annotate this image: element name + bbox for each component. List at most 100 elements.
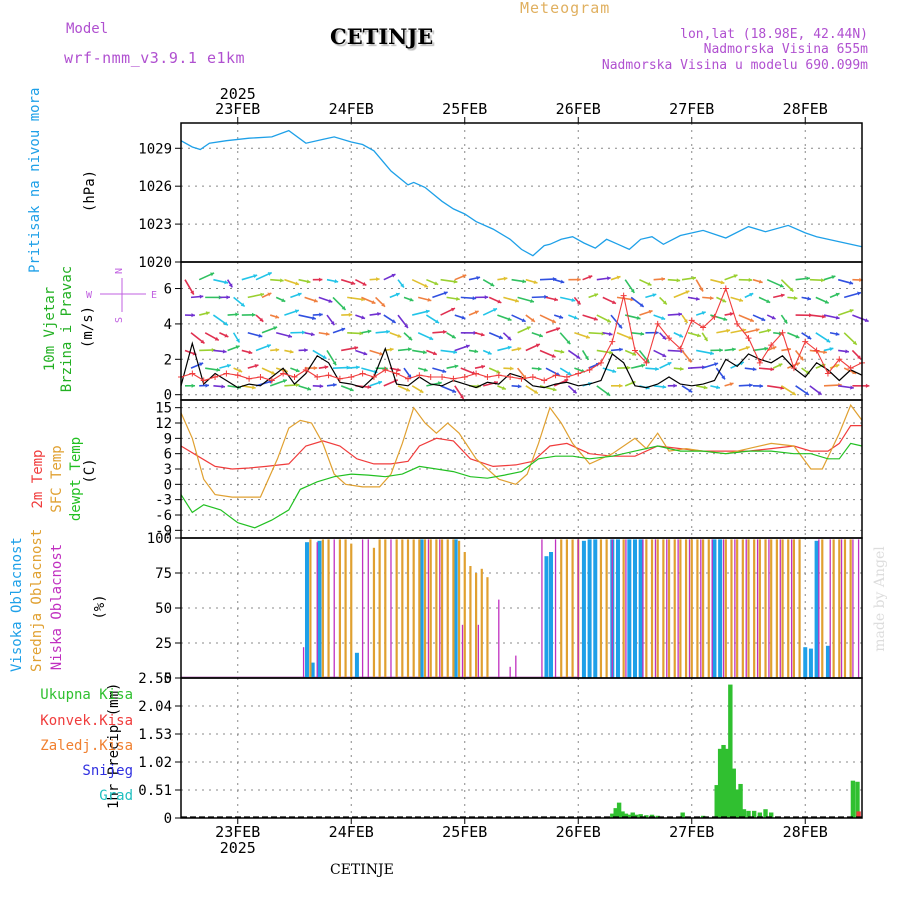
- precip-total-bar: [731, 768, 736, 818]
- wind-gust-marker: [756, 359, 763, 366]
- mid-cloud-bar: [446, 539, 449, 678]
- wind-arrow-head: [454, 364, 459, 369]
- mid-cloud-bar: [486, 577, 489, 678]
- wind-tick-label: 2: [164, 352, 172, 368]
- wind-gust-marker: [439, 374, 446, 380]
- wind-arrow-head: [322, 355, 327, 359]
- wind-arrow-head: [779, 283, 784, 288]
- precip-total-bar: [655, 815, 660, 818]
- wind-arrow-head: [319, 384, 324, 389]
- wind-arrow-head: [351, 281, 356, 285]
- wind-arrow-head: [442, 369, 447, 374]
- wind-arrow-head: [294, 309, 299, 314]
- wind-arrow-head: [780, 385, 785, 390]
- wind-arrow-head: [238, 368, 243, 373]
- wind-arrow-head: [407, 347, 412, 352]
- wind-arrow-head: [538, 333, 543, 338]
- wind-arrow-head: [199, 294, 204, 299]
- mid-cloud-bar: [781, 539, 784, 678]
- high-cloud-bar: [587, 539, 592, 678]
- wind-arrow-head: [533, 280, 538, 285]
- cloud-tick-label: 0: [164, 671, 172, 687]
- wind-arrow-head: [356, 365, 360, 370]
- wind-arrow-head: [205, 383, 209, 388]
- wind-gust-marker: [620, 292, 627, 299]
- wind-arrow-head: [594, 293, 599, 298]
- wind-arrow-head: [857, 291, 861, 296]
- mid-cloud-bar: [770, 539, 773, 678]
- mid-cloud-bar: [764, 539, 767, 678]
- wind-arrow-head: [267, 272, 272, 276]
- wind-arrow-head: [258, 333, 263, 338]
- wind-arrow-head: [235, 338, 240, 343]
- wind-arrow-head: [226, 363, 231, 368]
- mid-cloud-bar: [741, 539, 744, 678]
- precip-total-bar: [751, 810, 757, 818]
- wind-arrow-head: [759, 383, 764, 389]
- wind-arrow-head: [821, 278, 825, 283]
- cloud-tick-label: 75: [155, 566, 172, 582]
- wind-arrow-head: [289, 349, 294, 354]
- wind-arrow-head: [521, 318, 526, 322]
- wind-arrow-head: [288, 334, 292, 339]
- wind-arrow-head: [544, 294, 548, 299]
- wind-arrow-head: [348, 312, 353, 317]
- wind-arrow-head: [450, 307, 455, 312]
- wind-arrow-head: [655, 330, 659, 335]
- wind-arrow-head: [766, 299, 771, 303]
- wind-arrow-head: [396, 367, 401, 372]
- wind-arrow-head: [425, 309, 430, 314]
- mid-cloud-bar: [599, 539, 603, 678]
- wind-gust-marker: [291, 374, 298, 380]
- precip-total-bar: [680, 812, 685, 818]
- mid-cloud-bar: [645, 539, 648, 678]
- sfctemp-line: [180, 403, 863, 498]
- wind-arrow-head: [224, 333, 229, 338]
- high-cloud-bar: [549, 552, 554, 678]
- wind-arrow-head: [662, 300, 667, 305]
- wind-arrow-head: [695, 296, 700, 301]
- wind-arrow-head: [514, 298, 519, 303]
- wind-arrow-head: [817, 390, 822, 395]
- wind-arrow-head: [749, 318, 754, 322]
- wind-gust-marker: [745, 335, 752, 342]
- wind-gust-marker: [484, 374, 491, 380]
- wind-arrow-head: [852, 340, 857, 345]
- high-cloud-bar: [304, 542, 309, 678]
- temp-tick-label: 3: [164, 462, 172, 478]
- wind-arrow-head: [367, 329, 372, 334]
- wind-gust-marker: [847, 365, 854, 372]
- wind-arrow-head: [200, 339, 205, 344]
- mid-cloud-bar: [775, 539, 778, 678]
- wind-arrow-head: [799, 356, 804, 361]
- wind-arrow-head: [310, 332, 315, 337]
- wind-arrow-head: [474, 349, 479, 354]
- wind-gust-marker: [643, 359, 650, 366]
- precip-total-bar: [738, 783, 743, 818]
- top-date-label: 25FEB: [442, 100, 487, 118]
- wind-arrow-head: [535, 343, 540, 348]
- wind-gust-marker: [802, 338, 809, 345]
- wind-gust-marker: [280, 370, 287, 377]
- wind-arrow-head: [359, 331, 364, 336]
- wind-gust-marker: [450, 375, 457, 382]
- wind-gust-marker: [586, 366, 593, 373]
- wind-arrow-head: [772, 346, 777, 350]
- mid-cloud-bar: [838, 539, 841, 678]
- mid-cloud-bar: [338, 539, 341, 678]
- wind-arrow-head: [427, 297, 432, 302]
- wind-arrow-head: [714, 362, 719, 367]
- bottom-date-label: 25FEB: [442, 823, 487, 841]
- wind-gust-marker: [268, 377, 275, 384]
- wind-gust-marker: [348, 374, 355, 380]
- wind-arrow-head: [824, 299, 829, 304]
- low-cloud-bar: [734, 539, 736, 678]
- low-cloud-bar: [677, 539, 679, 678]
- wind-arrow-head: [566, 340, 571, 345]
- wind-arrow-head: [806, 276, 810, 281]
- cloud-tick-label: 100: [147, 531, 172, 547]
- mid-cloud-bar: [650, 539, 654, 678]
- precip-total-bar: [717, 748, 723, 818]
- wind-gust-marker: [473, 370, 480, 377]
- wind-arrow-head: [205, 311, 210, 316]
